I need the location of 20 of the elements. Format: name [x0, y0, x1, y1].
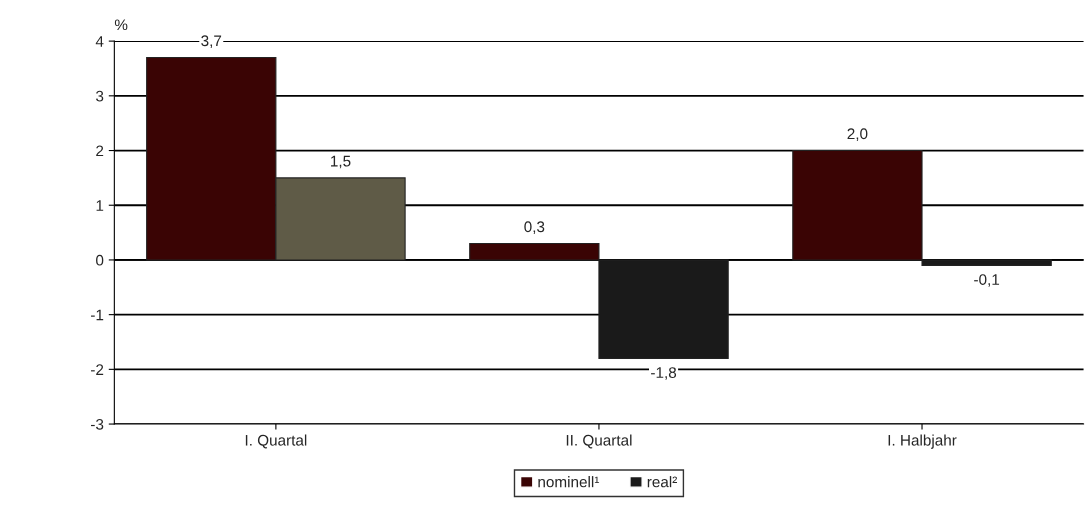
y-tick-label: 2: [96, 145, 104, 157]
y-tick-label: 0: [96, 254, 104, 266]
y-tick-label: -2: [91, 364, 104, 375]
y-axis-title: %: [114, 19, 128, 31]
data-label: 1,5: [331, 155, 351, 169]
data-label: -0,1: [974, 274, 1000, 287]
data-label: 0,3: [524, 221, 545, 234]
x-tick-label: I. Quartal: [245, 434, 307, 449]
data-label: 2,0: [847, 128, 868, 141]
data-label: 3,7: [201, 35, 222, 48]
x-tick-label: I. Halbjahr: [888, 434, 957, 449]
legend-label: nominell¹: [538, 476, 600, 488]
y-tick-label: -1: [91, 309, 104, 321]
data-label: -1,8: [651, 367, 677, 380]
y-tick-label: 1: [96, 200, 104, 211]
y-tick-label: 3: [96, 90, 104, 102]
legend-label: real²: [647, 476, 678, 488]
y-tick-label: 4: [95, 36, 104, 47]
x-tick-label: II. Quartal: [566, 434, 632, 449]
y-tick-label: -3: [91, 418, 104, 430]
